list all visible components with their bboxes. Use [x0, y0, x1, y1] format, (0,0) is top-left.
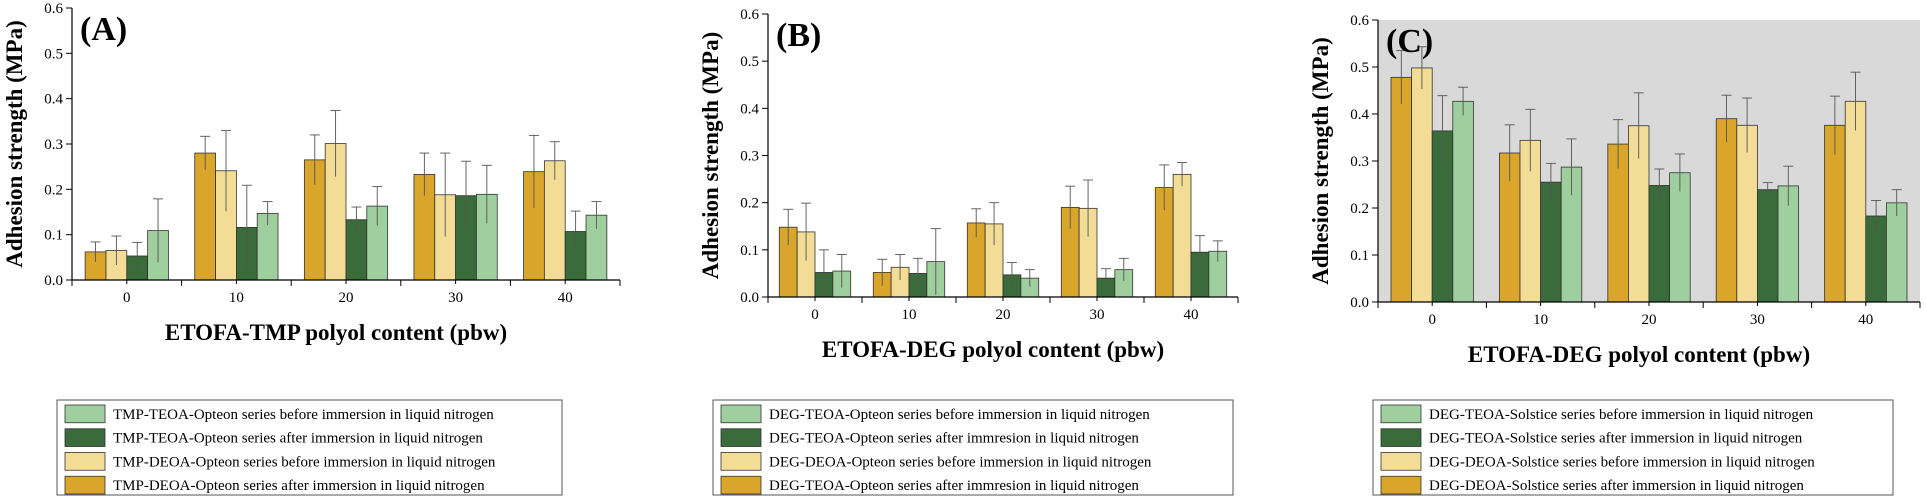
legend-frame [56, 399, 563, 496]
x-tick-label: 10 [1533, 312, 1548, 328]
y-tick-label: 0.4 [44, 92, 63, 108]
legend-swatch [64, 475, 106, 495]
legend-frame [712, 399, 1234, 496]
panel-label: (C) [1386, 23, 1433, 60]
y-tick-label: 0.4 [740, 101, 759, 117]
x-tick-label: 30 [448, 290, 463, 306]
chart-panel-a: 0.0 0.1 0.2 0.3 0.4 0.5 0.6 0 10 20 30 40 (A) ETOFA-T… [2, 1, 621, 496]
x-tick-label: 0 [811, 307, 819, 323]
legend-swatch [64, 452, 106, 471]
legend-swatch [64, 404, 106, 424]
bar [1411, 67, 1433, 303]
x-tick-label: 40 [558, 290, 573, 306]
y-tick-label: 0.0 [44, 273, 63, 289]
y-tick-label: 0.4 [1350, 107, 1369, 123]
x-tick-label: 30 [1750, 312, 1765, 328]
y-tick-label: 0.2 [44, 182, 63, 198]
bar [1885, 202, 1908, 303]
legend-swatch [1380, 452, 1422, 471]
legend-entry: TMP-DEOA-Opteon series before immersion … [113, 454, 496, 470]
legend-frame [1372, 399, 1894, 496]
y-tick-label: 0.5 [740, 54, 759, 70]
y-tick-label: 0.2 [740, 196, 759, 212]
legend-swatch [1380, 428, 1422, 447]
y-tick-label: 0.0 [1350, 295, 1369, 311]
y-tick-label: 0.2 [1350, 201, 1369, 217]
x-tick-label: 0 [123, 290, 131, 306]
y-tick-label: 0.6 [44, 1, 63, 17]
bar [1452, 100, 1474, 303]
x-axis-label: ETOFA-DEG polyol content (pbw) [822, 337, 1164, 362]
bar [1757, 189, 1779, 303]
panel-label: (A) [80, 11, 127, 48]
y-tick-label: 0.0 [740, 290, 759, 306]
legend-entry: DEG-TEOA-Solstice series before immersio… [1429, 407, 1814, 423]
legend-entry: DEG-TEOA-Solstice series after immersion… [1429, 431, 1803, 447]
legend: TMP-TEOA-Opteon series before immersion … [56, 399, 563, 496]
x-tick-label: 10 [902, 307, 917, 323]
legend-swatch [1380, 475, 1422, 495]
legend-entry: DEG-DEOA-Solstice series before immersio… [1429, 454, 1815, 470]
bar [1715, 118, 1738, 303]
legend-entry: DEG-DEOA-Solstice series after immersion… [1429, 478, 1804, 494]
y-tick-label: 0.5 [44, 46, 63, 62]
bar [1669, 172, 1691, 303]
y-tick-label: 0.5 [1350, 60, 1369, 76]
x-tick-label: 0 [1428, 312, 1436, 328]
y-tick-label: 0.6 [740, 7, 759, 23]
legend-swatch [720, 428, 762, 447]
chart-panel-c: 0.0 0.1 0.2 0.3 0.4 0.5 0.6 0 10 20 30 40 (C) ETOFA-D… [1308, 13, 1921, 496]
legend: DEG-TEOA-Opteon series before immersion … [712, 399, 1234, 496]
x-tick-label: 30 [1090, 307, 1105, 323]
x-tick-label: 40 [1184, 307, 1199, 323]
x-tick-label: 20 [339, 290, 354, 306]
y-tick-label: 0.1 [1350, 248, 1369, 264]
legend-entry: DEG-TEOA-Opteon series before immersion … [769, 407, 1150, 423]
bar [1172, 173, 1192, 298]
legend-swatch [720, 475, 762, 495]
y-tick-label: 0.1 [44, 228, 63, 244]
chart-panel-b: 0.0 0.1 0.2 0.3 0.4 0.5 0.6 0 10 20 30 40 (B) ETOFA-D… [698, 7, 1239, 496]
x-tick-label: 10 [229, 290, 244, 306]
legend-entry: DEG-TEOA-Opteon series after immresion i… [769, 431, 1139, 447]
y-axis-label: Adhesion strength (MPa) [2, 20, 27, 267]
y-tick-label: 0.3 [44, 137, 63, 153]
bar [1390, 76, 1413, 303]
legend-entry: TMP-TEOA-Opteon series before immersion … [113, 407, 494, 423]
y-tick-label: 0.3 [740, 149, 759, 165]
legend-entry: TMP-TEOA-Opteon series after immersion i… [113, 431, 483, 447]
x-tick-label: 40 [1858, 312, 1873, 328]
legend: DEG-TEOA-Solstice series before immersio… [1372, 399, 1894, 496]
y-tick-label: 0.1 [740, 243, 759, 259]
bar [194, 152, 216, 281]
x-axis-label: ETOFA-TMP polyol content (pbw) [165, 320, 507, 345]
y-tick-label: 0.3 [1350, 154, 1369, 170]
legend-swatch [720, 404, 762, 424]
x-tick-label: 20 [996, 307, 1011, 323]
legend-swatch [64, 428, 106, 447]
x-axis-label: ETOFA-DEG polyol content (pbw) [1468, 342, 1810, 367]
bar [1844, 100, 1867, 303]
panel-label: (B) [776, 17, 821, 54]
legend-entry: DEG-DEOA-Opteon series before immersion … [769, 454, 1152, 470]
y-axis-label: Adhesion strength (MPa) [698, 32, 723, 279]
legend-entry: DEG-TEOA-Opteon series after immresion i… [769, 478, 1139, 494]
y-axis-label: Adhesion strength (MPa) [1308, 37, 1333, 284]
y-tick-label: 0.6 [1350, 13, 1369, 29]
bar [1648, 185, 1670, 303]
x-tick-label: 20 [1642, 312, 1657, 328]
legend-swatch [1380, 404, 1422, 424]
legend-swatch [720, 452, 762, 471]
legend-entry: TMP-DEOA-Opteon series after immersion i… [113, 478, 485, 494]
